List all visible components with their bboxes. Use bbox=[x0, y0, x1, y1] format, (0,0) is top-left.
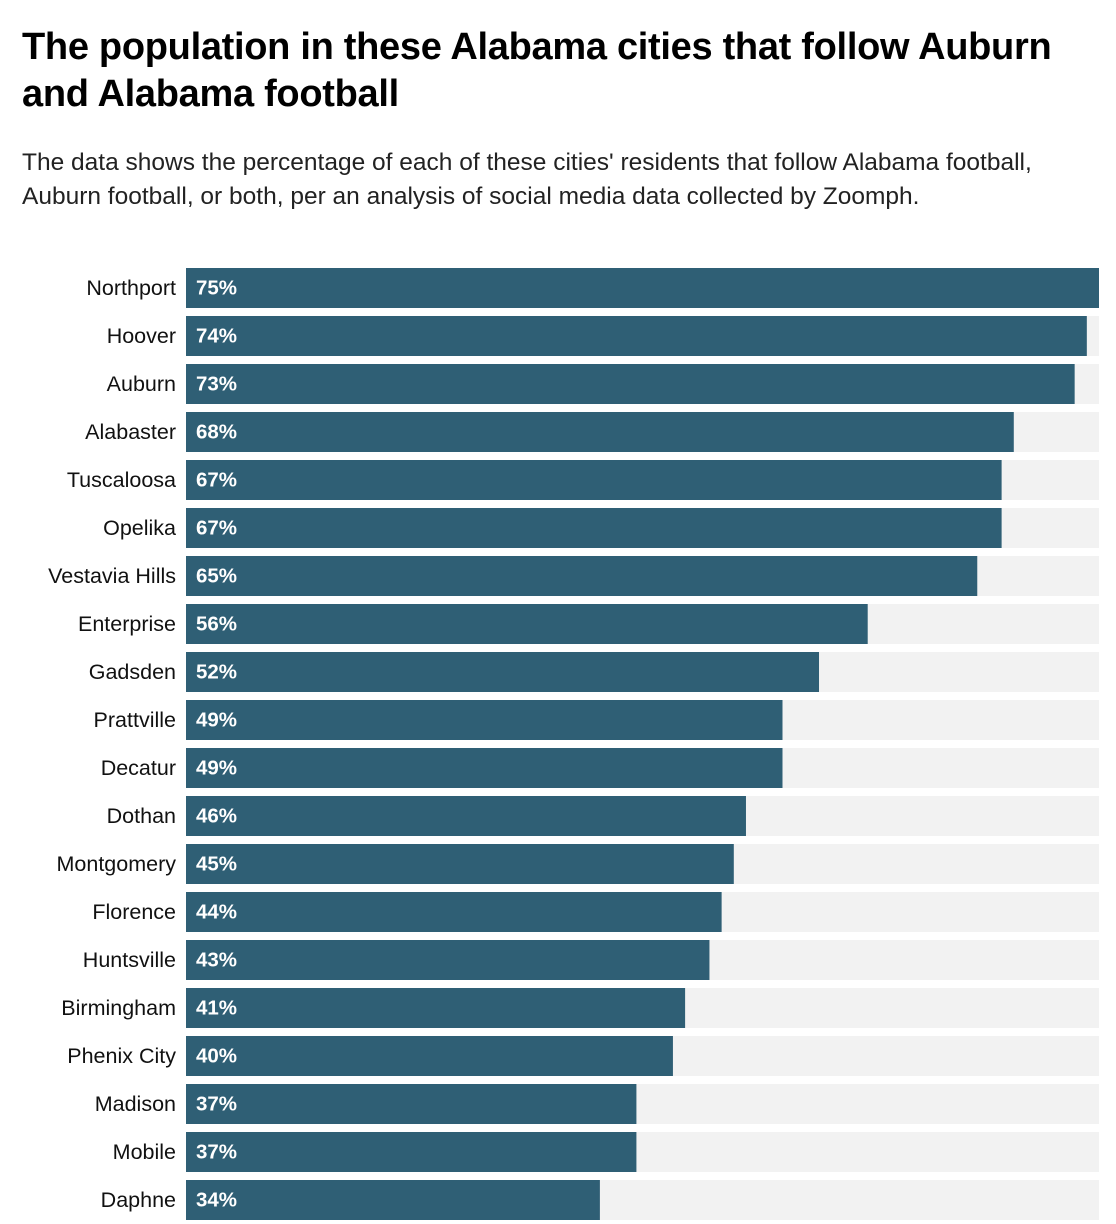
bar-row: Birmingham 41% bbox=[61, 988, 1099, 1028]
bar-row: Tuscaloosa 67% bbox=[67, 460, 1099, 500]
bar bbox=[186, 508, 1002, 548]
bar bbox=[186, 892, 722, 932]
bar bbox=[186, 700, 783, 740]
category-label: Enterprise bbox=[78, 612, 176, 636]
bar-row: Alabaster 68% bbox=[85, 412, 1099, 452]
category-label: Dothan bbox=[107, 804, 176, 828]
value-label: 56% bbox=[196, 613, 237, 636]
value-label: 67% bbox=[196, 517, 237, 540]
category-label: Mobile bbox=[113, 1140, 176, 1164]
category-label: Auburn bbox=[107, 372, 176, 396]
value-label: 44% bbox=[196, 901, 237, 924]
value-label: 67% bbox=[196, 469, 237, 492]
bar-row: Prattville 49% bbox=[94, 700, 1099, 740]
bar-row: Hoover 74% bbox=[107, 316, 1099, 356]
bar bbox=[186, 940, 710, 980]
bar-row: Opelika 67% bbox=[103, 508, 1099, 548]
bar-row: Northport 75% bbox=[86, 268, 1099, 308]
bar bbox=[186, 988, 686, 1028]
bar-row: Florence 44% bbox=[92, 892, 1099, 932]
value-label: 41% bbox=[196, 997, 237, 1020]
value-label: 45% bbox=[196, 853, 237, 876]
category-label: Madison bbox=[95, 1092, 176, 1116]
chart-subtitle: The data shows the percentage of each of… bbox=[22, 149, 1032, 210]
bar-row: Phenix City 40% bbox=[67, 1036, 1099, 1076]
category-label: Birmingham bbox=[61, 996, 176, 1020]
bar bbox=[186, 1132, 637, 1172]
bar bbox=[186, 1036, 673, 1076]
bar bbox=[186, 316, 1087, 356]
value-label: 49% bbox=[196, 757, 237, 780]
value-label: 37% bbox=[196, 1093, 237, 1116]
category-label: Northport bbox=[86, 276, 176, 300]
bar bbox=[186, 268, 1099, 308]
category-label: Tuscaloosa bbox=[67, 468, 176, 492]
category-label: Opelika bbox=[103, 516, 176, 540]
bar-row: Daphne 34% bbox=[101, 1180, 1099, 1220]
category-label: Huntsville bbox=[83, 948, 176, 972]
category-label: Hoover bbox=[107, 324, 176, 348]
value-label: 73% bbox=[196, 373, 237, 396]
category-label: Florence bbox=[92, 900, 176, 924]
value-label: 65% bbox=[196, 565, 237, 588]
category-label: Gadsden bbox=[89, 660, 176, 684]
bar bbox=[186, 844, 734, 884]
bar bbox=[186, 652, 820, 692]
bar-row: Montgomery 45% bbox=[57, 844, 1099, 884]
bar-row: Vestavia Hills 65% bbox=[48, 556, 1099, 596]
category-label: Prattville bbox=[94, 708, 176, 732]
bar bbox=[186, 364, 1075, 404]
bar-row: Auburn 73% bbox=[107, 364, 1099, 404]
value-label: 46% bbox=[196, 805, 237, 828]
value-label: 49% bbox=[196, 709, 237, 732]
bar-row: Madison 37% bbox=[95, 1084, 1099, 1124]
category-label: Vestavia Hills bbox=[48, 564, 176, 588]
bar-row: Enterprise 56% bbox=[78, 604, 1099, 644]
value-label: 74% bbox=[196, 325, 237, 348]
bar bbox=[186, 460, 1002, 500]
category-label: Phenix City bbox=[67, 1044, 176, 1068]
bar bbox=[186, 412, 1014, 452]
bar-row: Gadsden 52% bbox=[89, 652, 1099, 692]
bar-row: Huntsville 43% bbox=[83, 940, 1099, 980]
value-label: 75% bbox=[196, 277, 237, 300]
bar bbox=[186, 796, 746, 836]
bar bbox=[186, 748, 783, 788]
bar bbox=[186, 1180, 600, 1220]
value-label: 40% bbox=[196, 1045, 237, 1068]
value-label: 37% bbox=[196, 1141, 237, 1164]
value-label: 43% bbox=[196, 949, 237, 972]
bar-row: Decatur 49% bbox=[101, 748, 1099, 788]
category-label: Decatur bbox=[101, 756, 176, 780]
bar bbox=[186, 1084, 637, 1124]
bar bbox=[186, 556, 978, 596]
bar-row: Mobile 37% bbox=[113, 1132, 1099, 1172]
bar bbox=[186, 604, 868, 644]
bar-chart: Northport 75% Hoover 74% Auburn 73% Alabaster 6… bbox=[48, 268, 1099, 1220]
value-label: 52% bbox=[196, 661, 237, 684]
value-label: 34% bbox=[196, 1189, 237, 1212]
chart-title: The population in these Alabama cities t… bbox=[22, 26, 1052, 115]
category-label: Daphne bbox=[101, 1188, 176, 1212]
category-label: Montgomery bbox=[57, 852, 177, 876]
value-label: 68% bbox=[196, 421, 237, 444]
category-label: Alabaster bbox=[85, 420, 176, 444]
bar-row: Dothan 46% bbox=[107, 796, 1099, 836]
